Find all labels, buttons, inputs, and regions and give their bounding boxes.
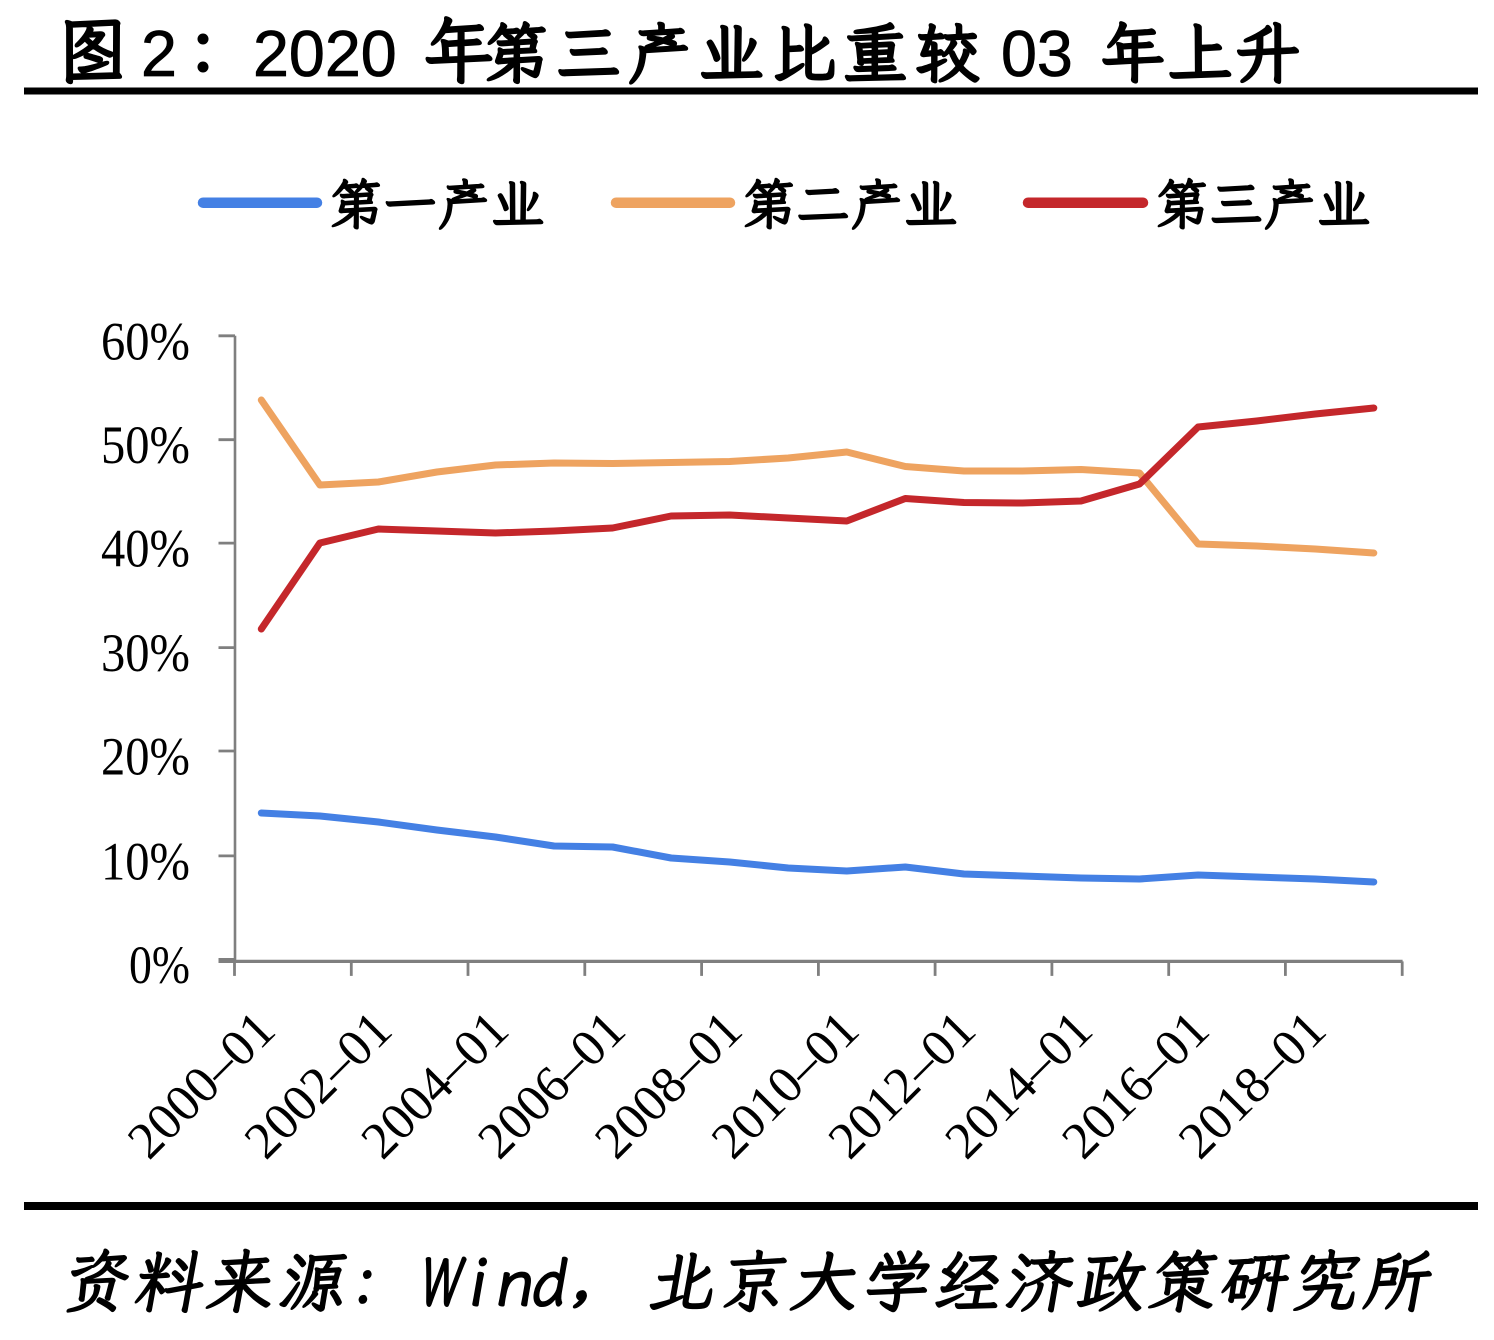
svg-text:2: 2 xyxy=(141,18,177,90)
svg-text:40%: 40% xyxy=(101,519,190,579)
svg-text:2020: 2020 xyxy=(253,18,397,90)
svg-text:20%: 20% xyxy=(101,727,190,787)
svg-text:10%: 10% xyxy=(101,831,190,891)
svg-text:50%: 50% xyxy=(101,415,190,475)
svg-text:60%: 60% xyxy=(101,311,190,371)
svg-text:30%: 30% xyxy=(101,623,190,683)
svg-text:0%: 0% xyxy=(129,935,190,995)
svg-text:03: 03 xyxy=(1001,18,1073,90)
